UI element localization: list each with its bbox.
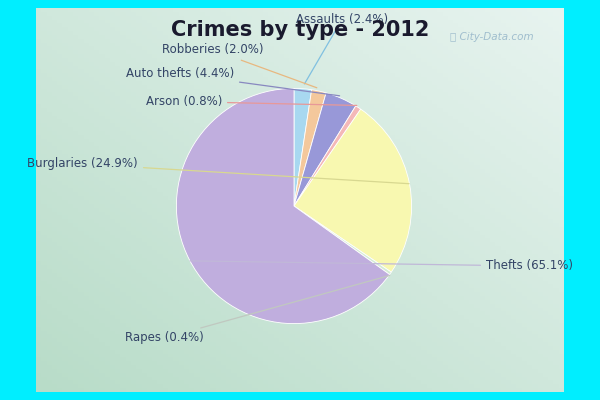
Text: Robberies (2.0%): Robberies (2.0%) bbox=[163, 44, 317, 88]
Wedge shape bbox=[294, 109, 412, 272]
Text: Auto thefts (4.4%): Auto thefts (4.4%) bbox=[126, 68, 340, 96]
Wedge shape bbox=[294, 90, 326, 206]
Text: Thefts (65.1%): Thefts (65.1%) bbox=[190, 260, 573, 272]
Text: Rapes (0.4%): Rapes (0.4%) bbox=[125, 276, 390, 344]
Text: Arson (0.8%): Arson (0.8%) bbox=[146, 95, 357, 108]
Text: ⓘ City-Data.com: ⓘ City-Data.com bbox=[451, 32, 534, 42]
Wedge shape bbox=[294, 106, 361, 206]
Wedge shape bbox=[294, 206, 391, 274]
Wedge shape bbox=[294, 88, 311, 206]
Wedge shape bbox=[294, 93, 356, 206]
Text: Assaults (2.4%): Assaults (2.4%) bbox=[296, 13, 388, 84]
Text: Burglaries (24.9%): Burglaries (24.9%) bbox=[28, 158, 409, 184]
Text: Crimes by type - 2012: Crimes by type - 2012 bbox=[171, 20, 429, 40]
Wedge shape bbox=[176, 88, 389, 324]
